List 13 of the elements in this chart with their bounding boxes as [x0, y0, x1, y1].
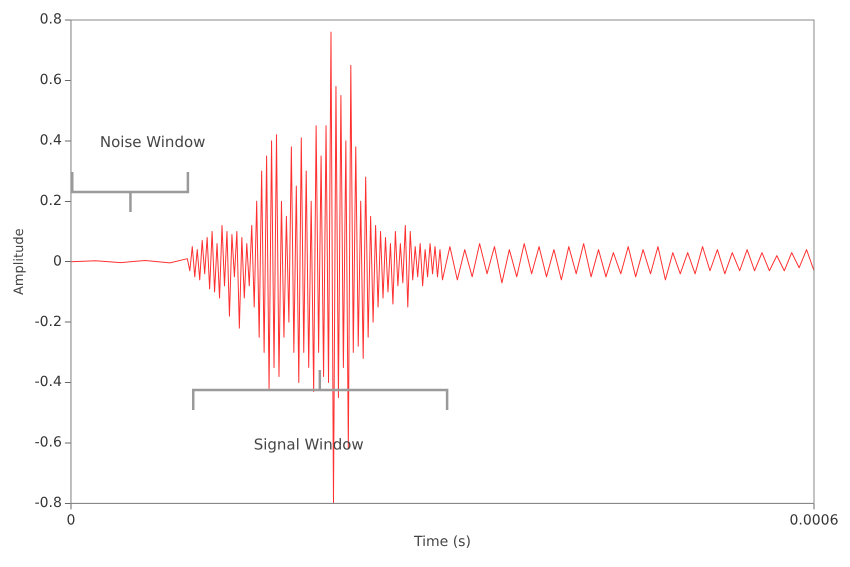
y-tick-label: 0.2: [40, 192, 62, 209]
y-tick-label: -0.2: [34, 314, 62, 330]
annotation: Noise Window: [100, 133, 206, 152]
y-tick-label: -0.4: [34, 374, 62, 390]
y-tick-label: 0.8: [40, 12, 62, 28]
y-axis-title: Amplitude: [12, 228, 28, 296]
y-tick-label: -0.8: [34, 495, 62, 512]
y-tick-label: -0.6: [34, 434, 62, 451]
x-tick-label: 0.0006: [790, 512, 839, 528]
y-tick-label: 0.6: [40, 72, 62, 88]
y-tick-label: 0: [52, 253, 62, 270]
y-tick-label: 0.4: [40, 132, 62, 148]
x-axis-title: Time (s): [412, 534, 471, 550]
